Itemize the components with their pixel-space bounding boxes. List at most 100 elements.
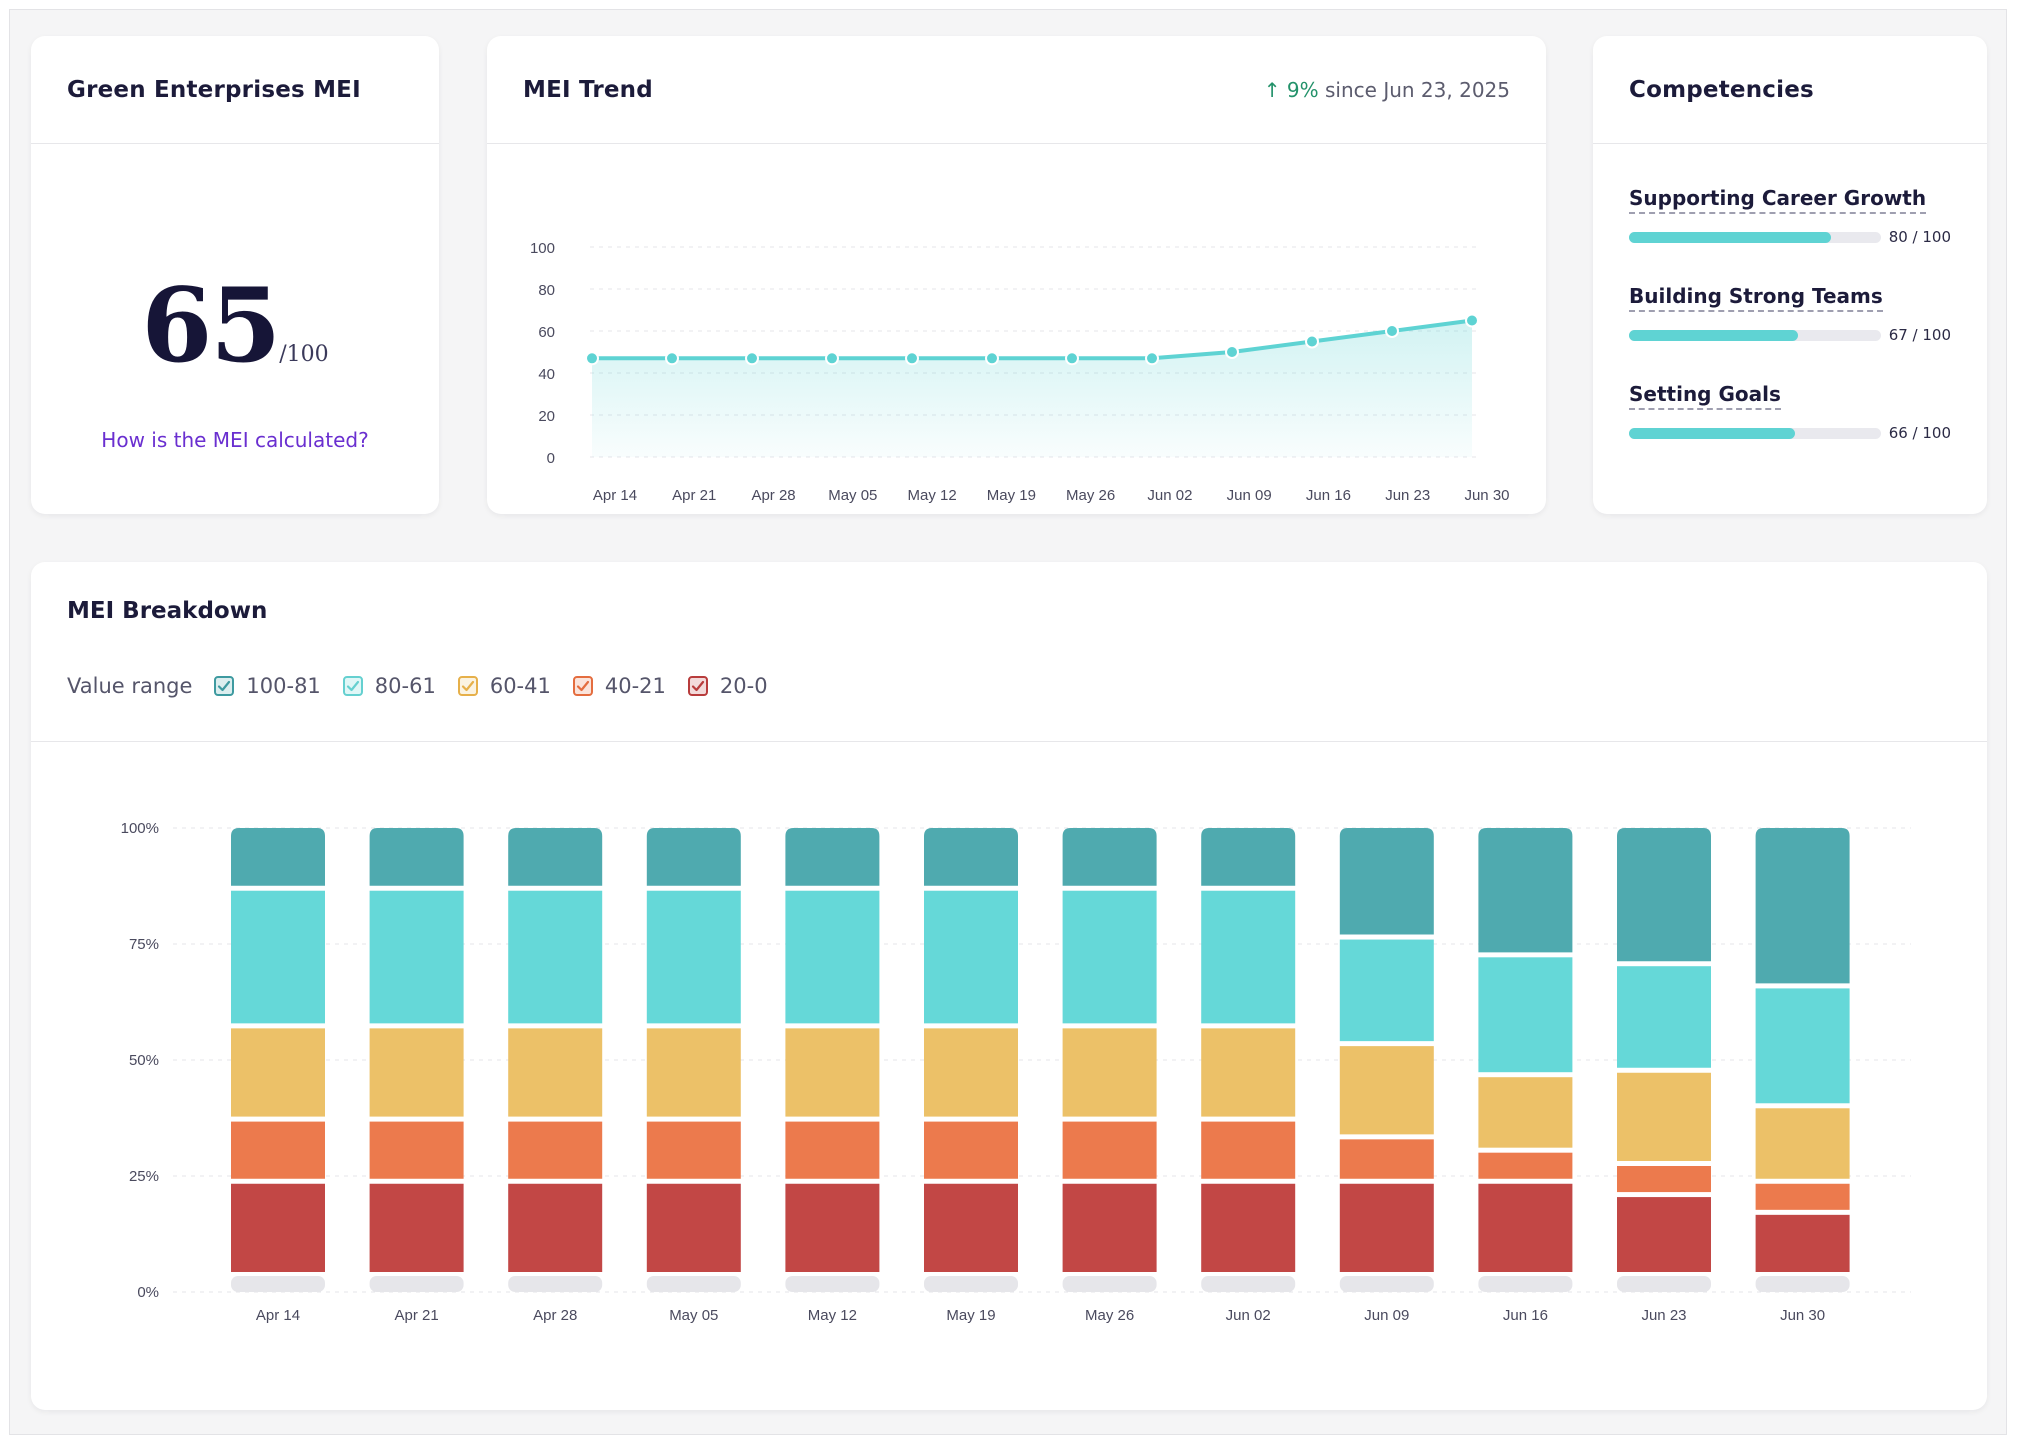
bar-segment-60-41	[369, 1028, 464, 1117]
breakdown-y-tick-label: 50%	[129, 1052, 159, 1069]
competency-label[interactable]: Supporting Career Growth	[1629, 186, 1927, 214]
competency-label[interactable]: Setting Goals	[1629, 382, 1781, 410]
breakdown-x-tick-label: Apr 28	[533, 1307, 577, 1324]
bar-segment-60-41	[231, 1028, 325, 1117]
checkbox-checked-icon[interactable]	[214, 676, 235, 696]
competency-progress-fill	[1629, 329, 1798, 341]
score-max: /100	[279, 342, 329, 367]
breakdown-x-tick-label: Jun 16	[1503, 1307, 1548, 1324]
trend-x-tick-label: Apr 21	[672, 487, 716, 504]
bar-segment-60-41	[1062, 1028, 1157, 1117]
check-mark-path	[576, 680, 589, 692]
checkbox-checked-icon[interactable]	[342, 676, 363, 696]
trend-point	[585, 351, 599, 366]
trend-card-header: MEI Trend ↑ 9% since Jun 23, 2025	[487, 36, 1546, 144]
mei-help-link[interactable]: How is the MEI calculated?	[101, 428, 369, 452]
breakdown-y-tick-label: 25%	[129, 1168, 159, 1185]
bar-segment-40-21	[924, 1121, 1018, 1179]
check-mark-path	[346, 680, 359, 692]
legend-item-20-0[interactable]: 20-0	[687, 674, 768, 698]
bar-segment-40-21	[1062, 1121, 1157, 1179]
bar-base	[508, 1276, 603, 1292]
trend-x-tick-label: May 26	[1066, 487, 1115, 504]
bar-segment-100-81	[1478, 828, 1573, 953]
trend-delta-value: 9%	[1286, 77, 1319, 102]
breakdown-x-tick-label: Jun 02	[1226, 1307, 1271, 1324]
bar-segment-60-41	[1478, 1077, 1573, 1148]
bar-segment-20-0	[1478, 1183, 1573, 1272]
bar-segment-80-61	[646, 890, 741, 1024]
bar-segment-40-21	[785, 1121, 880, 1179]
bar-segment-80-61	[1201, 890, 1296, 1024]
checkbox-checked-icon[interactable]	[572, 676, 593, 696]
bar-segment-20-0	[1339, 1183, 1434, 1272]
breakdown-x-tick-label: May 26	[1085, 1307, 1134, 1324]
bar-segment-80-61	[1062, 890, 1157, 1024]
trend-point	[985, 351, 999, 366]
bar-segment-40-21	[1617, 1166, 1711, 1193]
bar-segment-40-21	[1201, 1121, 1296, 1179]
legend-item-100-81[interactable]: 100-81	[214, 674, 321, 698]
bar-segment-80-61	[785, 890, 880, 1024]
legend-item-80-61[interactable]: 80-61	[342, 674, 436, 698]
competency-setting-goals: Setting Goals 66 / 100	[1629, 382, 1951, 442]
check-mark-path	[691, 680, 704, 692]
trend-delta-text: since Jun 23, 2025	[1325, 77, 1510, 102]
legend-item-label: 40-21	[604, 674, 666, 698]
competency-progress-bar	[1629, 329, 1881, 341]
trend-area	[592, 320, 1472, 457]
bar-segment-40-21	[1478, 1152, 1573, 1179]
mei-trend-card: MEI Trend ↑ 9% since Jun 23, 2025 0 20 40 6…	[487, 36, 1546, 514]
bar-segment-60-41	[1617, 1072, 1711, 1161]
trend-point	[905, 351, 919, 366]
trend-x-tick-label: Jun 16	[1306, 487, 1351, 504]
checkbox-checked-icon[interactable]	[687, 676, 708, 696]
bar-segment-100-81	[924, 828, 1018, 886]
competency-strong-teams: Building Strong Teams 67 / 100	[1629, 284, 1951, 344]
breakdown-y-tick-label: 75%	[129, 936, 159, 953]
bar-segment-100-81	[785, 828, 880, 886]
bar-segment-100-81	[508, 828, 603, 886]
breakdown-stacked-bar-chart: 0% 25% 50% 75% 100% Apr 14 Apr 21 Apr 28 May 05 M…	[121, 820, 1911, 1324]
trend-y-tick-label: 20	[538, 408, 555, 425]
legend-item-label: 100-81	[246, 674, 321, 698]
competencies-title: Competencies	[1629, 76, 1814, 103]
trend-point	[1065, 351, 1079, 366]
bar-segment-60-41	[1201, 1028, 1296, 1117]
bar-segment-80-61	[1617, 966, 1711, 1068]
bar-segment-100-81	[1062, 828, 1157, 886]
bar-segment-60-41	[1755, 1108, 1850, 1179]
trend-point	[1385, 324, 1399, 338]
bar-segment-40-21	[646, 1121, 741, 1179]
competency-progress-fill	[1629, 231, 1831, 243]
breakdown-title: MEI Breakdown	[67, 598, 268, 624]
breakdown-header: MEI Breakdown Value range 100-81 80-61 6…	[31, 562, 1987, 742]
check-mark-path	[218, 680, 231, 692]
bar-segment-60-41	[924, 1028, 1018, 1117]
bar-segment-20-0	[231, 1183, 325, 1272]
bar-base	[369, 1276, 464, 1292]
bar-segment-80-61	[508, 890, 603, 1024]
bar-segment-40-21	[231, 1121, 325, 1179]
breakdown-x-tick-label: Jun 09	[1364, 1307, 1409, 1324]
legend-item-label: 20-0	[719, 674, 768, 698]
bar-segment-20-0	[1617, 1197, 1711, 1272]
legend-item-label: 60-41	[489, 674, 551, 698]
breakdown-x-tick-label: May 12	[808, 1307, 857, 1324]
trend-point	[1305, 334, 1319, 349]
bar-segment-80-61	[369, 890, 464, 1024]
checkbox-checked-icon[interactable]	[457, 676, 478, 696]
competency-label[interactable]: Building Strong Teams	[1629, 284, 1883, 312]
score-card-header: Green Enterprises MEI	[31, 36, 439, 144]
legend-label: Value range	[67, 674, 193, 698]
bar-segment-40-21	[1755, 1183, 1850, 1210]
check-mark-icon	[218, 680, 231, 692]
bar-segment-20-0	[646, 1183, 741, 1272]
breakdown-y-tick-label: 0%	[137, 1284, 159, 1301]
legend-item-40-21[interactable]: 40-21	[572, 674, 666, 698]
legend-item-60-41[interactable]: 60-41	[457, 674, 551, 698]
trend-y-tick-label: 60	[538, 324, 555, 341]
competency-progress-bar	[1629, 231, 1881, 243]
trend-series-line	[590, 318, 1474, 361]
check-mark-icon	[576, 680, 589, 692]
